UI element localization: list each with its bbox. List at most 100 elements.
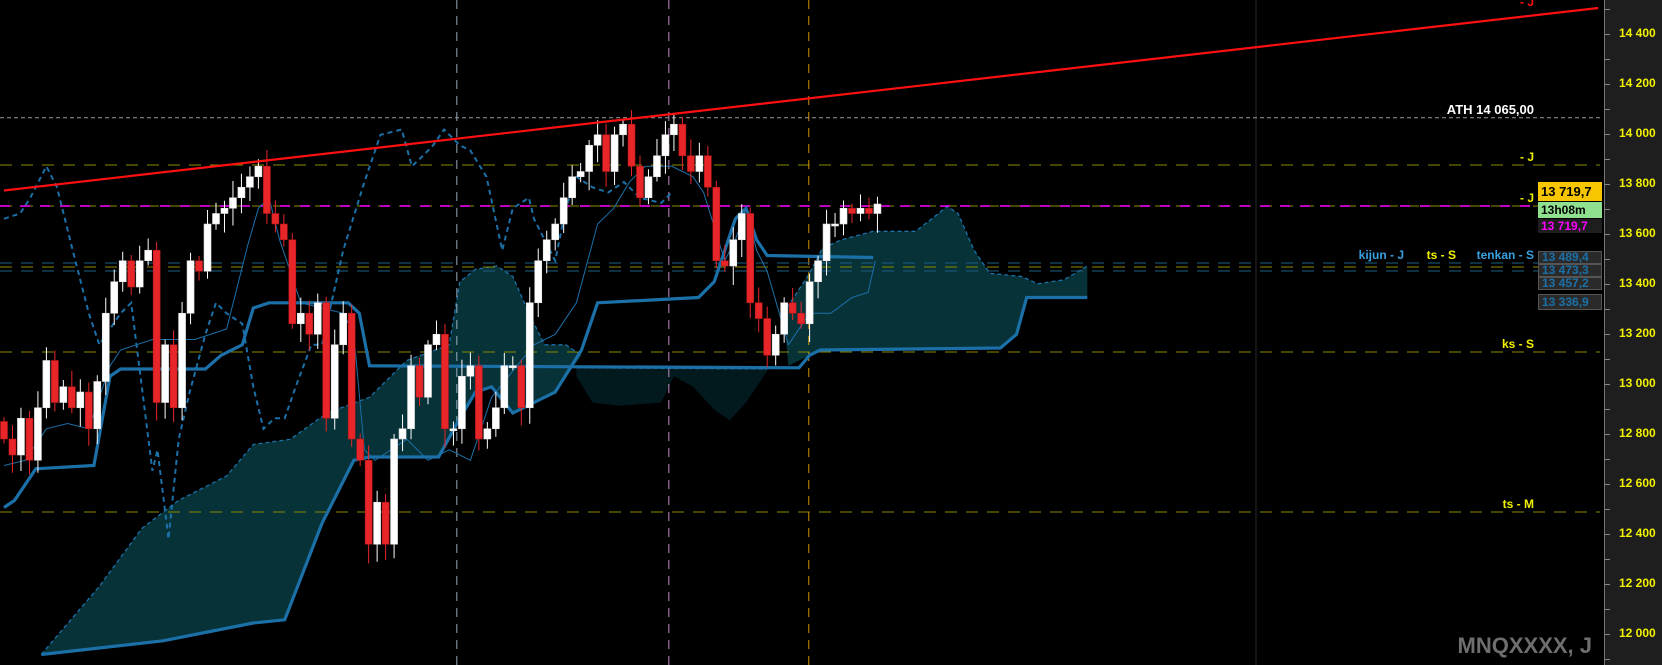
candle-down [280,214,288,247]
candle-up [610,126,619,185]
candle-down [415,358,424,406]
axis-tick-label: 12 400 [1619,526,1656,540]
candle-body [576,171,585,178]
candle-body [848,207,856,214]
candle-body [729,239,738,267]
candle-body [737,213,746,241]
candle-down [364,445,373,564]
candle-body [458,375,466,430]
candle-body [356,438,364,461]
candle-down [712,180,721,269]
axis-tick-mark [1605,34,1610,35]
candle-body [670,123,678,136]
candle-up [525,287,534,424]
candle-body [814,260,822,283]
candle-up [237,173,246,214]
candle-up [534,248,543,317]
candle-body [551,223,560,241]
candle-body [127,260,135,288]
candle-up [93,375,102,444]
candle-body [508,365,517,369]
candle-body [229,197,237,209]
candle-body [101,312,110,382]
price-axis[interactable]: 14 400 14 200 14 000 13 800 13 600 13 400 13 2… [1604,0,1662,665]
candle-body [390,438,398,545]
candle-up [576,163,585,183]
level-label: tenkan - S [1476,248,1534,262]
price-marker-box: 13 336,9 [1538,294,1602,310]
candle-body [475,365,483,440]
axis-tick-mark [1605,9,1610,10]
candle-up [831,213,839,237]
senkou-b-line [3,295,1088,509]
axis-tick-mark [1605,559,1610,560]
candle-body [754,302,763,319]
candle-body [822,223,831,262]
candle-body [415,365,424,398]
price-plot[interactable] [0,0,1604,665]
axis-tick-mark [1605,534,1610,535]
axis-tick-mark [1605,109,1610,110]
candle-body [381,501,390,545]
level-label: ts - S [1426,248,1456,262]
candle-up [839,200,848,236]
candle-up [822,209,831,276]
candle-body [619,123,627,136]
candle-down [704,146,712,197]
candle-body [237,186,246,199]
axis-tick-mark [1605,409,1610,410]
candle-body [42,360,51,409]
candle-body [144,249,152,262]
candle-body [695,155,704,172]
level-label: ts - M [1502,497,1534,511]
candle-up [42,347,51,419]
candle-up [542,230,551,274]
candle-up [500,353,509,414]
level-label: kijun - J [1358,248,1404,262]
candle-body [568,176,576,199]
candle-body [34,407,42,461]
candle-up [390,434,398,559]
candle-body [288,239,297,325]
candle-up [135,245,144,294]
candle-body [585,144,593,172]
candle-body [407,365,415,430]
candle-body [110,281,119,314]
candle-body [203,223,212,272]
candle-up [661,121,670,174]
candle-up [483,422,492,449]
price-marker-box: 13 457,2 [1538,277,1602,290]
candle-up [254,159,263,189]
axis-tick-mark [1605,634,1610,635]
candle-body [678,123,687,157]
candle-up [737,204,746,257]
candle-up [559,182,568,233]
candle-up [398,414,407,452]
candle-up [856,194,865,222]
axis-tick-mark [1605,659,1610,660]
level-label: - J [1519,150,1534,164]
candle-body [466,365,475,377]
candle-body [873,203,882,214]
candle-body [93,381,102,430]
candle-down [25,411,34,475]
candle-body [85,391,93,430]
candle-body [0,421,8,440]
candle-up [508,356,517,371]
axis-tick-mark [1605,584,1610,585]
candle-up [593,120,602,163]
candle-up [670,114,678,151]
candle-down [636,155,644,206]
candle-body [763,318,772,356]
candle-body [424,344,432,398]
candle-down [68,370,76,414]
candle-up [229,181,237,226]
price-marker-column: 13 719,7 13h08m 13 719,7 13 489,4 13 473,3 13… [1538,0,1602,665]
candle-up [551,218,560,251]
axis-tick-label: 12 000 [1619,626,1656,640]
candle-body [59,386,68,403]
candle-body [788,302,797,314]
candle-body [771,333,780,356]
trendline[interactable] [3,6,1599,192]
